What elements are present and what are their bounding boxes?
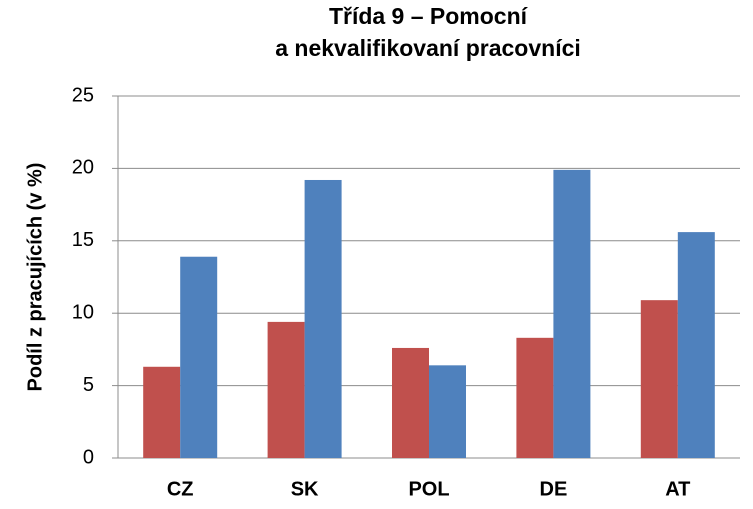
chart-title: Třída 9 – Pomocní <box>329 3 529 29</box>
bar <box>267 321 305 458</box>
x-tick-label: DE <box>540 478 568 500</box>
y-tick-label: 5 <box>83 374 94 396</box>
x-tick-label: POL <box>408 478 449 500</box>
x-tick-label: SK <box>291 478 319 500</box>
y-tick-label: 0 <box>83 446 94 468</box>
bar <box>553 169 591 458</box>
bar <box>143 366 181 458</box>
bar <box>640 300 678 458</box>
y-tick-label: 20 <box>72 157 94 179</box>
x-tick-label: AT <box>665 478 690 500</box>
bar <box>677 232 715 458</box>
bar <box>516 337 554 458</box>
bar <box>304 179 342 458</box>
bar <box>429 365 466 458</box>
x-tick-label: CZ <box>167 478 194 500</box>
bar <box>180 256 218 458</box>
y-tick-label: 10 <box>72 301 94 323</box>
y-tick-label: 15 <box>72 229 94 251</box>
bar <box>392 347 429 458</box>
y-axis-label: Podíl z pracujících (v %) <box>24 163 46 392</box>
chart-title: a nekvalifikovaní pracovníci <box>275 35 581 61</box>
y-tick-label: 25 <box>72 84 94 106</box>
